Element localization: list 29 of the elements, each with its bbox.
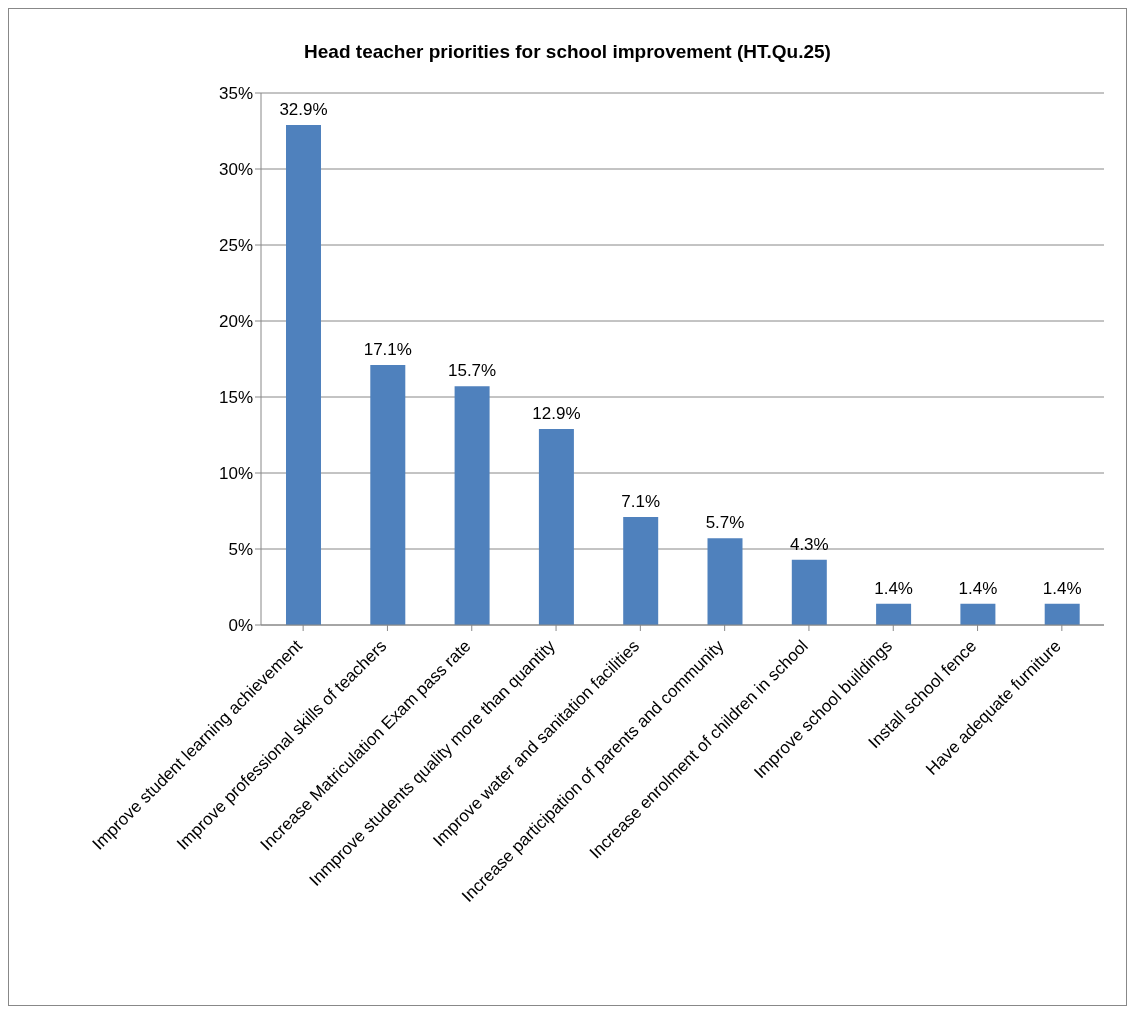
bar [876,603,912,625]
data-label: 17.1% [363,340,412,360]
bar [370,365,406,625]
chart-title: Head teacher priorities for school improvement (HT.Qu.25) [303,41,832,63]
data-label: 32.9% [279,99,328,119]
y-tick-label: 35% [218,84,253,104]
data-label: 5.7% [705,513,745,533]
bar [538,428,574,625]
data-label: 1.4% [874,578,913,598]
bar [707,538,743,625]
bar [454,386,490,625]
data-label: 12.9% [532,403,581,423]
y-tick-label: 25% [218,236,253,256]
y-tick-label: 0% [228,616,253,636]
bar [791,559,827,625]
y-tick-label: 20% [218,312,253,332]
y-tick-label: 10% [218,464,253,484]
data-label: 7.1% [621,492,661,512]
data-label: 1.4% [958,578,998,598]
data-label: 15.7% [448,361,497,381]
data-label: 1.4% [1042,578,1082,598]
y-tick-label: 15% [218,388,253,408]
bar [1044,603,1080,625]
bar [623,517,659,625]
bar [286,124,321,625]
bar [960,603,996,625]
y-tick-label: 30% [218,160,253,180]
data-label: 4.3% [789,534,829,554]
y-tick-label: 5% [228,540,253,560]
